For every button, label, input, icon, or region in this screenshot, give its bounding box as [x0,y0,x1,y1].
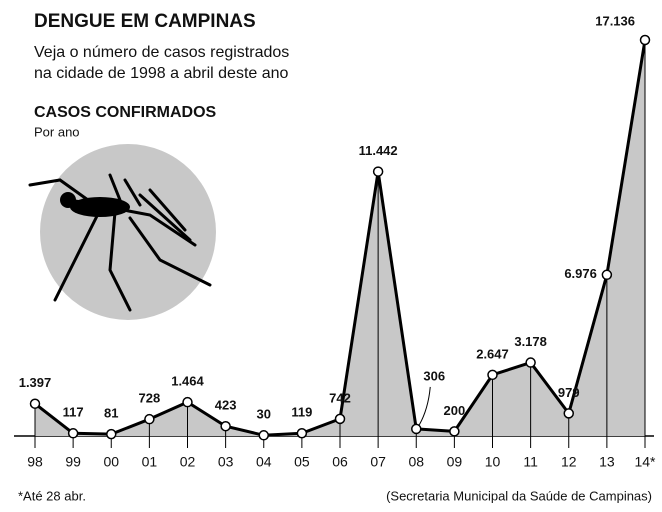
x-tick-label: 13 [599,454,615,470]
point [259,431,268,440]
mosquito-body [70,197,130,217]
illustration-circle [40,144,216,320]
data-label: 1.397 [19,375,52,390]
chart: DENGUE EM CAMPINAS Veja o número de caso… [0,0,662,512]
point [602,270,611,279]
data-label: 11.442 [359,143,398,158]
x-tick-label: 01 [142,454,158,470]
data-label: 119 [291,405,312,420]
point [450,427,459,436]
leader-line [419,387,430,425]
mosquito-head [60,192,76,208]
point [374,167,383,176]
x-tick-label: 14* [634,454,656,470]
subtitle-line: na cidade de 1998 a abril deste ano [34,65,289,82]
x-tick-label: 09 [447,454,463,470]
data-label: 200 [444,403,466,418]
data-label: 979 [558,385,580,400]
data-label: 2.647 [476,346,509,361]
data-label: 3.178 [514,334,547,349]
data-label: 117 [63,405,84,420]
point [107,430,116,439]
point [412,424,421,433]
section-subtitle: Por ano [34,124,80,139]
x-tick-label: 99 [65,454,81,470]
x-tick-label: 06 [332,454,348,470]
point [145,415,154,424]
point [183,398,192,407]
point [31,399,40,408]
x-tick-label: 11 [523,454,538,470]
chart-title: DENGUE EM CAMPINAS [34,11,256,32]
point [564,409,573,418]
data-label: 728 [139,391,161,406]
x-tick-label: 02 [180,454,196,470]
point [221,422,230,431]
point [488,370,497,379]
source: (Secretaria Municipal da Saúde de Campin… [386,488,652,503]
x-tick-label: 07 [370,454,386,470]
section-title: CASOS CONFIRMADOS [34,104,217,121]
x-tick-label: 03 [218,454,234,470]
data-label: 17.136 [595,13,635,28]
point [69,429,78,438]
point [336,414,345,423]
x-tick-label: 12 [561,454,577,470]
x-tick-label: 04 [256,454,272,470]
x-tick-label: 00 [103,454,119,470]
data-label: 306 [423,368,445,383]
data-label: 742 [329,390,351,405]
point [526,358,535,367]
x-tick-label: 10 [485,454,501,470]
x-tick-label: 98 [27,454,43,470]
data-label: 423 [215,398,237,413]
data-label: 81 [104,406,118,421]
data-label: 30 [257,407,271,422]
data-label: 1.464 [171,374,204,389]
point [641,36,650,45]
x-tick-label: 05 [294,454,310,470]
x-tick-label: 08 [408,454,424,470]
mosquito-illustration [30,144,216,320]
data-label: 6.976 [564,266,597,281]
point [297,429,306,438]
subtitle-line: Veja o número de casos registrados [34,44,289,61]
footnote: *Até 28 abr. [18,488,86,503]
